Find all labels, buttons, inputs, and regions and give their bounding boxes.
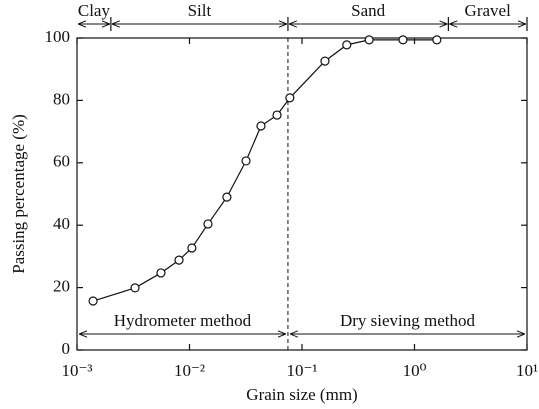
x-tick-label: 10¹ bbox=[516, 361, 538, 380]
data-point bbox=[320, 56, 330, 66]
x-tick-label: 10⁻³ bbox=[61, 361, 92, 380]
y-tick-label: 20 bbox=[53, 277, 70, 296]
y-tick-label: 60 bbox=[53, 152, 70, 171]
data-point bbox=[272, 110, 282, 120]
data-point bbox=[187, 243, 197, 253]
y-tick-label: 80 bbox=[53, 89, 70, 108]
data-point bbox=[174, 255, 184, 265]
zone-label: Clay bbox=[78, 1, 111, 20]
y-tick-label: 100 bbox=[45, 27, 71, 46]
zone-label: Sand bbox=[351, 1, 386, 20]
x-tick-label: 10⁻¹ bbox=[286, 361, 317, 380]
y-tick-label: 40 bbox=[53, 214, 70, 233]
x-tick-label: 10⁻² bbox=[174, 361, 205, 380]
y-axis-label: Passing percentage (%) bbox=[9, 114, 28, 274]
data-point bbox=[285, 93, 295, 103]
data-point bbox=[130, 283, 140, 293]
method-label: Dry sieving method bbox=[340, 311, 476, 330]
x-tick-label: 10⁰ bbox=[403, 361, 427, 380]
data-point bbox=[342, 40, 352, 50]
data-line bbox=[92, 39, 437, 302]
data-point bbox=[88, 296, 98, 306]
x-axis-label: Grain size (mm) bbox=[246, 385, 357, 404]
data-point bbox=[256, 121, 266, 131]
data-point bbox=[364, 35, 374, 45]
zone-label: Silt bbox=[188, 1, 212, 20]
data-point bbox=[222, 192, 232, 202]
data-point bbox=[432, 35, 442, 45]
data-point bbox=[241, 156, 251, 166]
data-point bbox=[203, 219, 213, 229]
data-point bbox=[398, 35, 408, 45]
zone-label: Gravel bbox=[465, 1, 512, 20]
y-tick-label: 0 bbox=[62, 339, 71, 358]
method-label: Hydrometer method bbox=[114, 311, 252, 330]
data-point bbox=[156, 268, 166, 278]
